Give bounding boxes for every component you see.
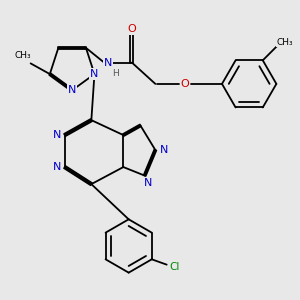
Text: N: N — [104, 58, 112, 68]
Text: N: N — [53, 130, 61, 140]
Text: N: N — [90, 69, 99, 79]
Text: H: H — [112, 69, 119, 78]
Text: CH₃: CH₃ — [277, 38, 293, 47]
Text: Cl: Cl — [169, 262, 179, 272]
Text: CH₃: CH₃ — [15, 51, 31, 60]
Text: N: N — [68, 85, 76, 95]
Text: O: O — [181, 79, 190, 89]
Text: N: N — [53, 162, 61, 172]
Text: N: N — [160, 145, 168, 155]
Text: N: N — [144, 178, 152, 188]
Text: O: O — [128, 25, 136, 34]
